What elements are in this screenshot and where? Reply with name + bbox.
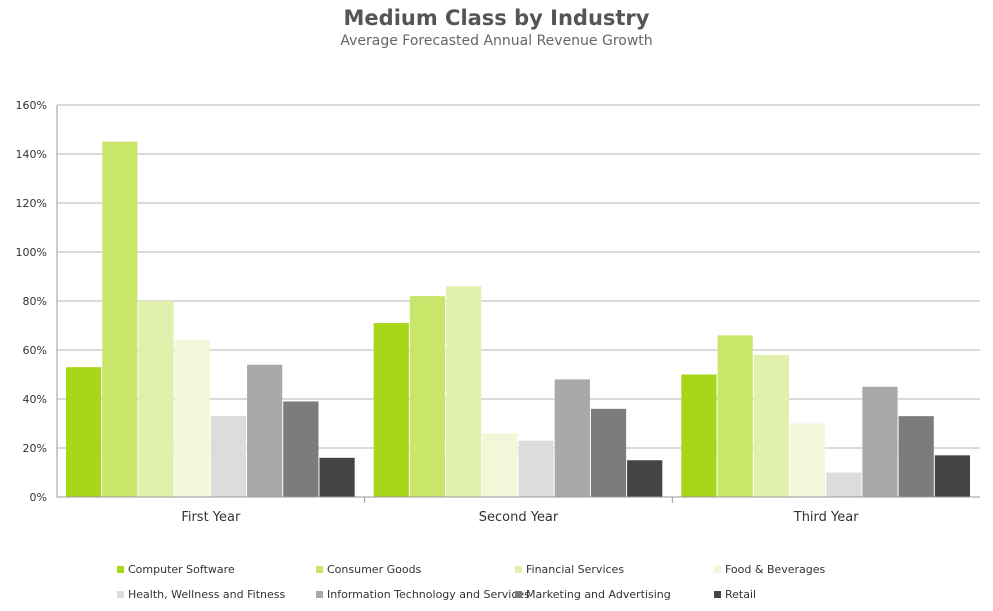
bar: [590, 408, 627, 497]
y-tick-label: 40%: [23, 393, 47, 406]
y-tick-label: 60%: [23, 344, 47, 357]
bar: [554, 379, 590, 497]
bar: [627, 460, 663, 497]
bar: [446, 286, 482, 497]
x-category-label: Second Year: [479, 510, 559, 525]
y-tick-label: 80%: [23, 295, 47, 308]
bar: [898, 416, 934, 497]
category-labels: First Year Second Year Third Year: [181, 510, 859, 525]
y-tick-label: 0%: [30, 491, 47, 504]
y-tick-label: 100%: [16, 246, 47, 259]
bar: [102, 141, 138, 497]
bar: [138, 301, 174, 497]
bars: [66, 141, 970, 497]
bar: [518, 440, 554, 497]
bar: [681, 374, 717, 497]
bar: [319, 457, 355, 497]
bar: [283, 401, 319, 497]
bar: [373, 323, 409, 497]
bar: [409, 296, 446, 497]
bar: [753, 354, 789, 497]
chart-title: Medium Class by Industry: [343, 6, 650, 30]
bar: [717, 335, 753, 497]
bar: [934, 455, 970, 497]
x-category-label: Third Year: [793, 510, 859, 525]
bar: [66, 367, 102, 497]
bar: [247, 364, 283, 497]
x-category-label: First Year: [181, 510, 241, 525]
bar: [862, 386, 898, 497]
y-tick-label: 160%: [16, 99, 47, 112]
bar: [210, 416, 247, 497]
bar: [826, 472, 862, 497]
y-tick-labels: 0% 20% 40% 60% 80% 100% 120% 140% 160%: [16, 99, 47, 504]
axes: [56, 105, 980, 503]
y-tick-label: 120%: [16, 197, 47, 210]
bar: [174, 340, 210, 497]
y-tick-label: 20%: [23, 442, 47, 455]
chart-subtitle: Average Forecasted Annual Revenue Growth: [340, 33, 653, 49]
y-tick-label: 140%: [16, 148, 47, 161]
bar: [482, 433, 518, 497]
bar: [789, 423, 826, 497]
